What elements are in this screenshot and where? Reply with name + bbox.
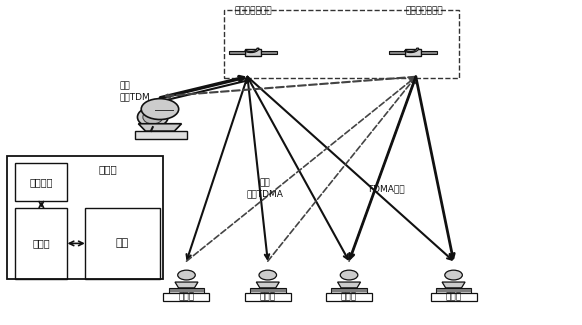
Bar [245, 49, 261, 56]
Text: 返向
链路TDMA: 返向 链路TDMA [246, 179, 283, 198]
Bar [15, 208, 68, 279]
Polygon shape [175, 282, 198, 288]
Text: 路由器: 路由器 [33, 239, 50, 248]
Text: 主站: 主站 [116, 239, 129, 248]
Bar [15, 162, 68, 201]
Text: 用户站: 用户站 [260, 292, 276, 301]
Bar [164, 293, 210, 301]
Text: 中心站: 中心站 [99, 164, 118, 174]
Circle shape [340, 270, 358, 280]
Bar [436, 288, 471, 292]
Bar [6, 156, 164, 279]
Text: FDMA模式: FDMA模式 [368, 184, 405, 193]
Polygon shape [256, 282, 279, 288]
Text: 用户站: 用户站 [179, 292, 194, 301]
Bar [224, 10, 459, 78]
Bar [135, 131, 187, 138]
Bar [250, 288, 286, 292]
Text: 卫星返向转发器: 卫星返向转发器 [406, 6, 443, 15]
Circle shape [445, 270, 462, 280]
Bar [85, 208, 161, 279]
Polygon shape [139, 124, 182, 131]
Bar [431, 293, 477, 301]
Bar [229, 51, 245, 54]
Bar [261, 51, 277, 54]
Bar [405, 49, 421, 56]
Bar [331, 288, 367, 292]
Circle shape [141, 99, 179, 120]
Text: 网管系统: 网管系统 [30, 177, 53, 187]
Circle shape [178, 270, 196, 280]
Bar [245, 293, 291, 301]
Bar [169, 288, 204, 292]
Circle shape [259, 270, 276, 280]
Polygon shape [442, 282, 465, 288]
Bar [421, 51, 437, 54]
Wedge shape [404, 48, 418, 53]
Text: 用户站: 用户站 [445, 292, 462, 301]
Ellipse shape [143, 110, 162, 124]
Bar [326, 293, 372, 301]
Polygon shape [338, 282, 361, 288]
Text: 前向
链路TDM: 前向 链路TDM [120, 82, 151, 101]
Wedge shape [244, 48, 259, 53]
Text: 用户站: 用户站 [341, 292, 357, 301]
Text: 卫星前向转发器: 卫星前向转发器 [235, 6, 272, 15]
Bar [389, 51, 405, 54]
Ellipse shape [137, 107, 168, 127]
